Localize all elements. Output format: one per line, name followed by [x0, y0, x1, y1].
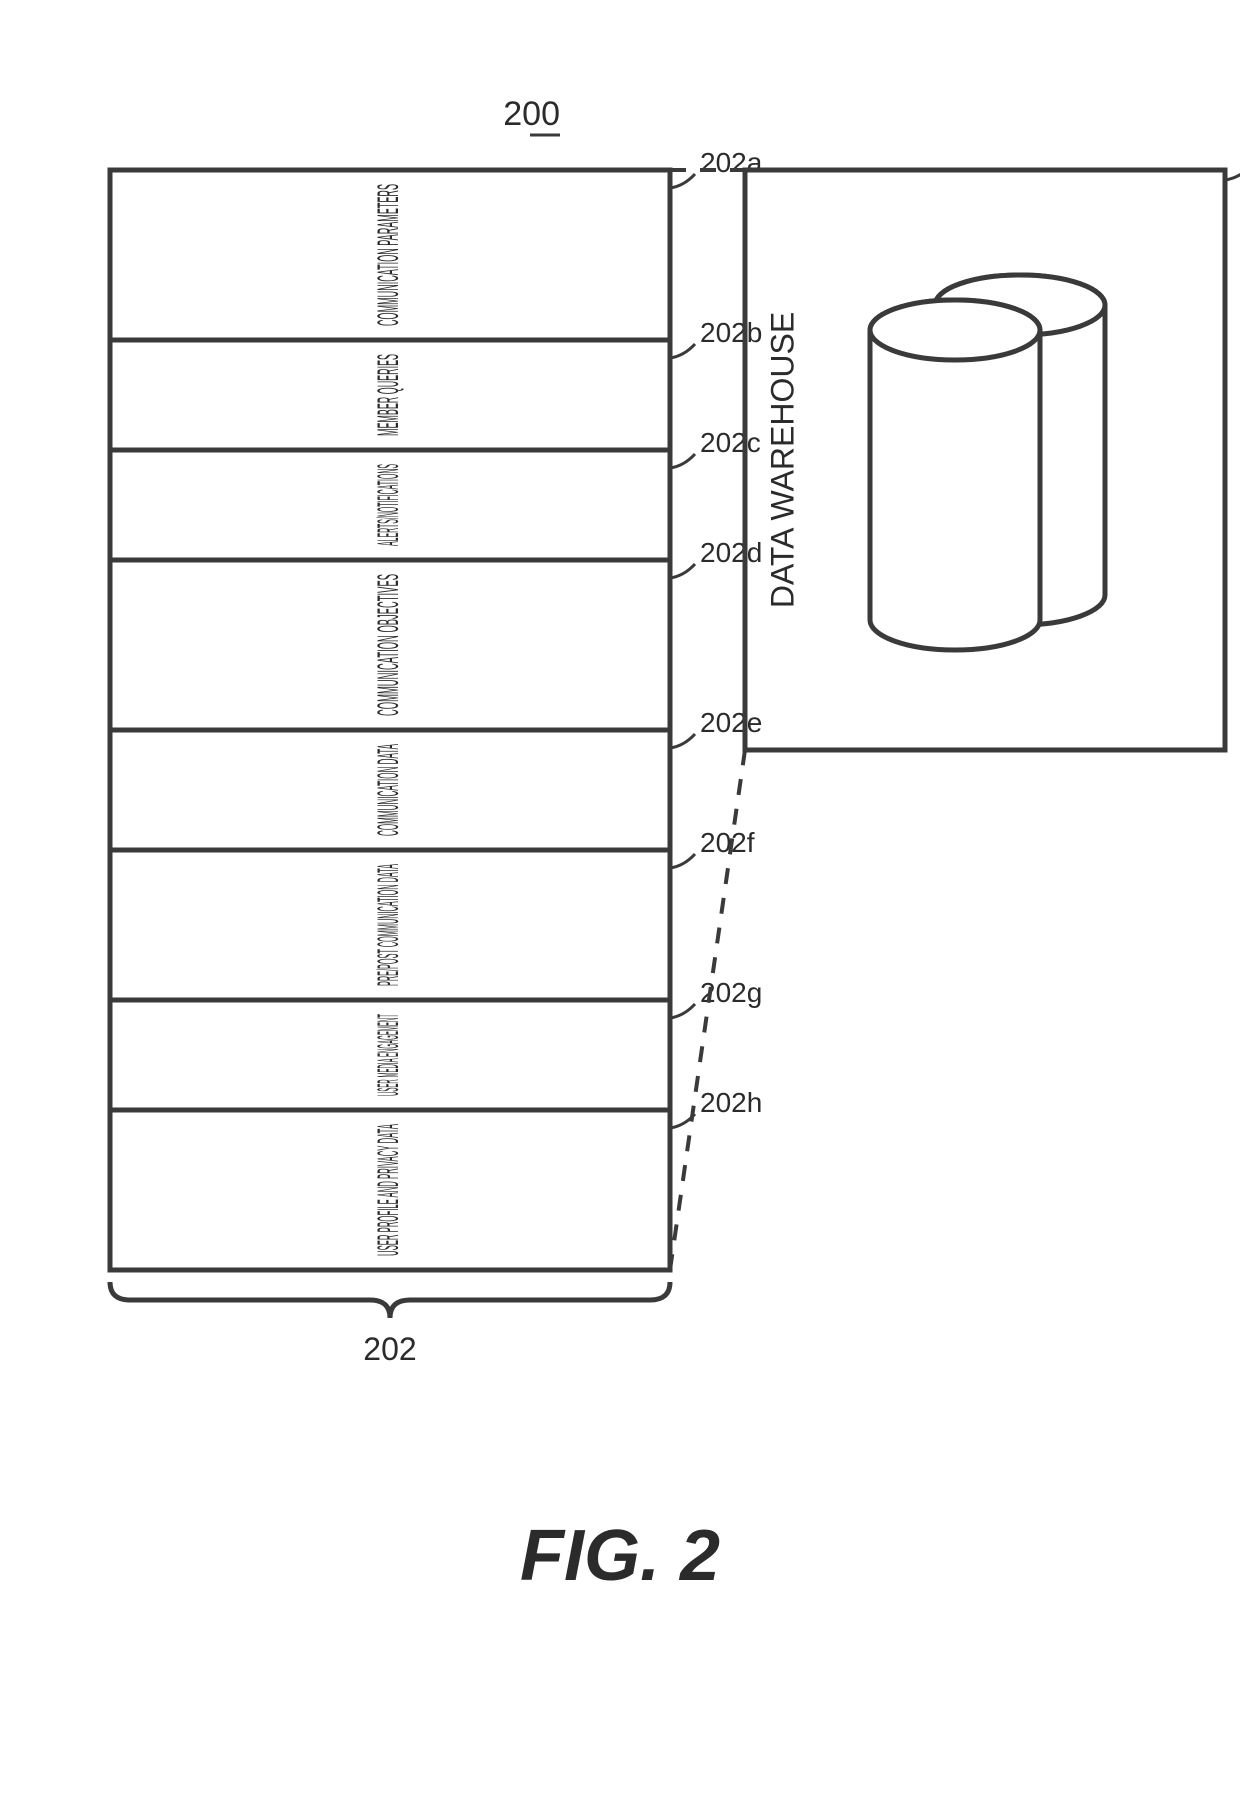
row-id-leader [670, 854, 695, 868]
row-id-label: 202h [700, 1087, 762, 1118]
row-id-label: 202e [700, 707, 762, 738]
warehouse-title: DATA WAREHOUSE [764, 312, 800, 608]
row-id-leader [670, 1004, 695, 1018]
row-id-label: 202b [700, 317, 762, 348]
table-row: ALERTS/NOTIFICATIONS [372, 464, 405, 546]
database-cylinder-top [870, 300, 1040, 360]
table-row: MEMBER QUERIES [372, 354, 405, 436]
table-row: USER MEDIA ENGAGEMENT [372, 1014, 405, 1096]
warehouse-title-group: DATA WAREHOUSE [764, 312, 800, 608]
row-id-label: 202c [700, 427, 761, 458]
row-label: USER MEDIA ENGAGEMENT [372, 1014, 405, 1096]
row-label: COMMUNICATION PARAMETERS [372, 184, 405, 326]
row-id-leader [670, 734, 695, 748]
row-id-label: 202d [700, 537, 762, 568]
data-categories-box [110, 170, 670, 1270]
row-label: COMMUNICATION OBJECTIVES [372, 574, 405, 716]
row-id-leader [670, 344, 695, 358]
row-id-leader [670, 454, 695, 468]
figure-number: 200 [503, 95, 560, 133]
row-label: MEMBER QUERIES [372, 354, 405, 436]
table-row: PRE/POST COMMUNICATION DATA [372, 864, 405, 986]
table-row: COMMUNICATION PARAMETERS [372, 184, 405, 326]
figure-caption: FIG. 2 [520, 1516, 720, 1596]
row-label: COMMUNICATION DATA [372, 744, 405, 836]
row-id-leader [670, 174, 695, 188]
row-id-label: 202f [700, 827, 755, 858]
row-label: ALERTS/NOTIFICATIONS [372, 464, 405, 546]
row-label: USER PROFILE AND PRIVACY DATA [372, 1124, 405, 1256]
table-row: COMMUNICATION OBJECTIVES [372, 574, 405, 716]
row-label: PRE/POST COMMUNICATION DATA [372, 864, 405, 986]
row-id-leader [670, 564, 695, 578]
group-label: 202 [363, 1331, 416, 1367]
table-row: COMMUNICATION DATA [372, 744, 405, 836]
brace-icon [110, 1282, 670, 1318]
row-id-label: 202a [700, 147, 763, 178]
table-row: USER PROFILE AND PRIVACY DATA [372, 1124, 405, 1256]
